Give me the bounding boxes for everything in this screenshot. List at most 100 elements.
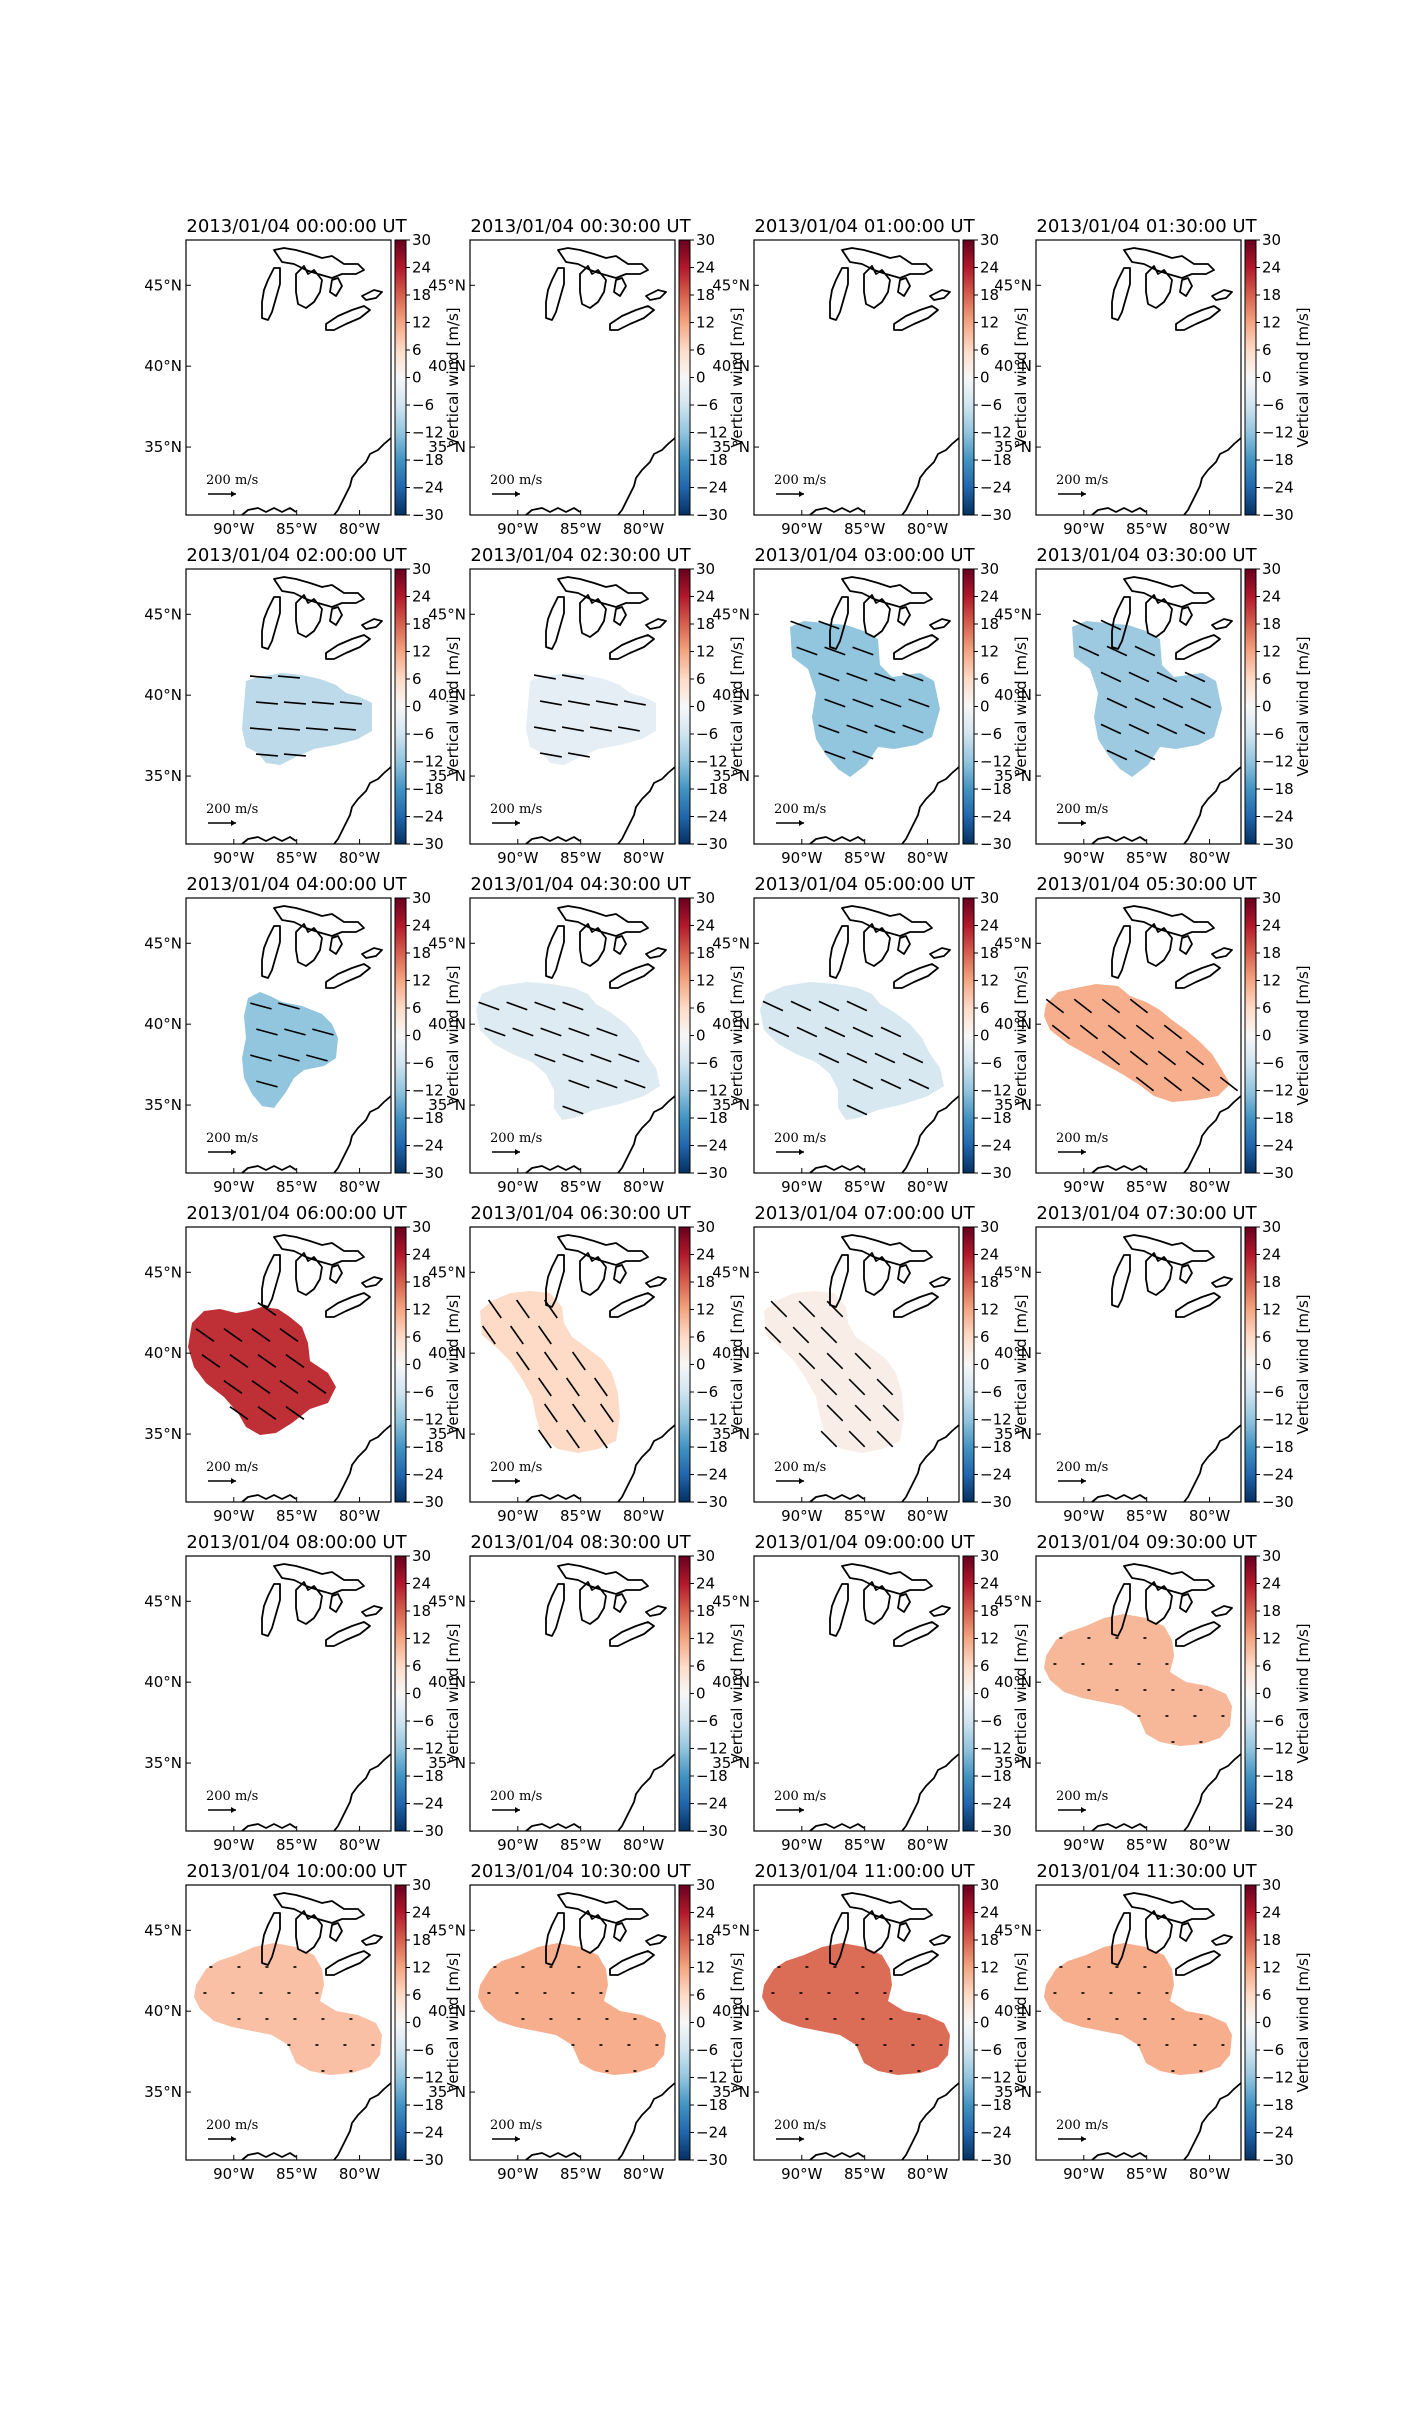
vertical-wind-region [188, 1307, 336, 1435]
colorbar-tick-label: −12 [980, 2069, 1012, 2087]
latitude-label: 35°N [712, 1425, 750, 1443]
longitude-label: 80°W [1189, 520, 1231, 538]
vertical-wind-region [526, 673, 656, 765]
wind-vector [533, 674, 556, 680]
colorbar-tick-label: −24 [696, 1137, 728, 1155]
great-lakes-coastline [261, 247, 383, 331]
wind-vector [874, 672, 896, 682]
wind-vector [487, 1299, 502, 1319]
colorbar-tick-label: −24 [412, 1466, 444, 1484]
wind-vector [512, 1027, 534, 1037]
wind-vector [820, 1326, 838, 1344]
colorbar-tick-label: 18 [412, 286, 431, 304]
wind-vector [790, 1000, 812, 1012]
wind-vector [539, 700, 562, 706]
map-panel: 2013/01/04 03:30:00 UT 200 m/s 90°W 85°W 80°… [994, 545, 1312, 867]
colorbar-tick-label: 18 [412, 1273, 431, 1291]
wind-vector [1134, 749, 1156, 761]
wind-vector [908, 698, 930, 708]
colorbar-tick-label: −30 [412, 506, 444, 524]
colorbar-tick-label: 18 [980, 1273, 999, 1291]
colorbar-tick-label: −12 [412, 1411, 444, 1429]
colorbar-tick-label: −12 [1262, 1411, 1294, 1429]
colorbar-gradient [678, 568, 691, 845]
colorbar-tick-label: −18 [412, 451, 444, 469]
colorbar-tick-label: −24 [412, 808, 444, 826]
longitude-label: 90°W [213, 1178, 255, 1196]
colorbar: 30 24 18 12 6 0 −6 −12 −18 −24 −30 Vertical wind [m… [394, 231, 462, 524]
atlantic-coastline [809, 1753, 959, 1831]
wind-vector [593, 1377, 608, 1397]
colorbar-label: Vertical wind [m/s] [728, 1952, 746, 2092]
colorbar-tick-label: 30 [980, 560, 999, 578]
colorbar-tick-label: 12 [412, 314, 431, 332]
great-lakes-coastline [829, 1892, 951, 1976]
colorbar-tick-label: 0 [412, 1027, 422, 1045]
colorbar-label: Vertical wind [m/s] [444, 1623, 462, 1763]
colorbar-tick-label: 24 [412, 1575, 431, 1593]
longitude-label: 90°W [1063, 520, 1105, 538]
colorbar-tick-label: 12 [696, 1630, 715, 1648]
panel-title: 2013/01/04 00:00:00 UT [186, 216, 407, 237]
colorbar-tick-label: 0 [1262, 1356, 1272, 1374]
longitude-label: 80°W [907, 1507, 949, 1525]
wind-vector [562, 1105, 584, 1115]
great-lakes-coastline [1111, 905, 1233, 989]
vector-key-label: 200 m/s [490, 2118, 542, 2133]
colorbar-tick-label: 6 [1262, 999, 1272, 1017]
wind-vector [255, 701, 278, 705]
wind-vector [223, 1328, 243, 1342]
wind-vector [565, 1429, 580, 1449]
colorbar-tick-label: 18 [696, 1931, 715, 1949]
latitude-label: 40°N [428, 1015, 466, 1033]
map-frame [469, 568, 676, 845]
colorbar-tick-label: −6 [1262, 725, 1284, 743]
latitude-label: 35°N [144, 1096, 182, 1114]
colorbar-tick-label: −12 [412, 753, 444, 771]
colorbar-tick-label: −12 [696, 1411, 728, 1429]
colorbar-tick-label: 0 [696, 2014, 706, 2032]
map-frame [469, 1884, 676, 2161]
colorbar-tick-label: −18 [412, 780, 444, 798]
wind-vector [568, 1027, 590, 1037]
atlantic-coastline [1091, 766, 1241, 844]
colorbar-gradient [678, 1555, 691, 1832]
colorbar-label: Vertical wind [m/s] [444, 965, 462, 1105]
map-frame [753, 897, 960, 1174]
map-panel: 2013/01/04 11:30:00 UT 200 m/s 90°W 85°W 80°… [994, 1861, 1312, 2183]
colorbar-tick-label: −24 [1262, 479, 1294, 497]
vector-key-label: 200 m/s [490, 1131, 542, 1146]
latitude-label: 40°N [144, 686, 182, 704]
colorbar-tick-label: −24 [412, 2124, 444, 2142]
wind-vector [852, 646, 874, 656]
longitude-label: 80°W [1189, 1507, 1231, 1525]
map-frame [1035, 239, 1242, 516]
colorbar-tick-label: −12 [980, 1740, 1012, 1758]
colorbar-tick-label: 30 [696, 889, 715, 907]
longitude-label: 80°W [1189, 2165, 1231, 2183]
colorbar-tick-label: 18 [412, 1931, 431, 1949]
latitude-label: 45°N [994, 276, 1032, 294]
longitude-label: 90°W [497, 1507, 539, 1525]
map-area [754, 1556, 959, 1831]
great-lakes-coastline [545, 1234, 667, 1318]
wind-vector [846, 1000, 868, 1012]
wind-vector [277, 675, 300, 679]
latitude-label: 40°N [428, 686, 466, 704]
colorbar-tick-label: −30 [696, 1493, 728, 1511]
colorbar-tick-label: 12 [696, 314, 715, 332]
wind-vector [1128, 723, 1150, 735]
great-lakes-coastline [261, 905, 383, 989]
wind-vector [279, 1328, 299, 1342]
wind-vector [1191, 1076, 1211, 1092]
longitude-label: 85°W [1126, 1507, 1168, 1525]
colorbar: 30 24 18 12 6 0 −6 −12 −18 −24 −30 Vertical wind [m… [394, 1218, 462, 1511]
wind-vector [283, 753, 306, 757]
vector-key-label: 200 m/s [490, 473, 542, 488]
longitude-label: 85°W [560, 1507, 602, 1525]
wind-vector [312, 1028, 334, 1036]
wind-vector [852, 1078, 874, 1090]
colorbar-tick-label: −12 [980, 424, 1012, 442]
vector-key-arrowhead [515, 1149, 520, 1155]
